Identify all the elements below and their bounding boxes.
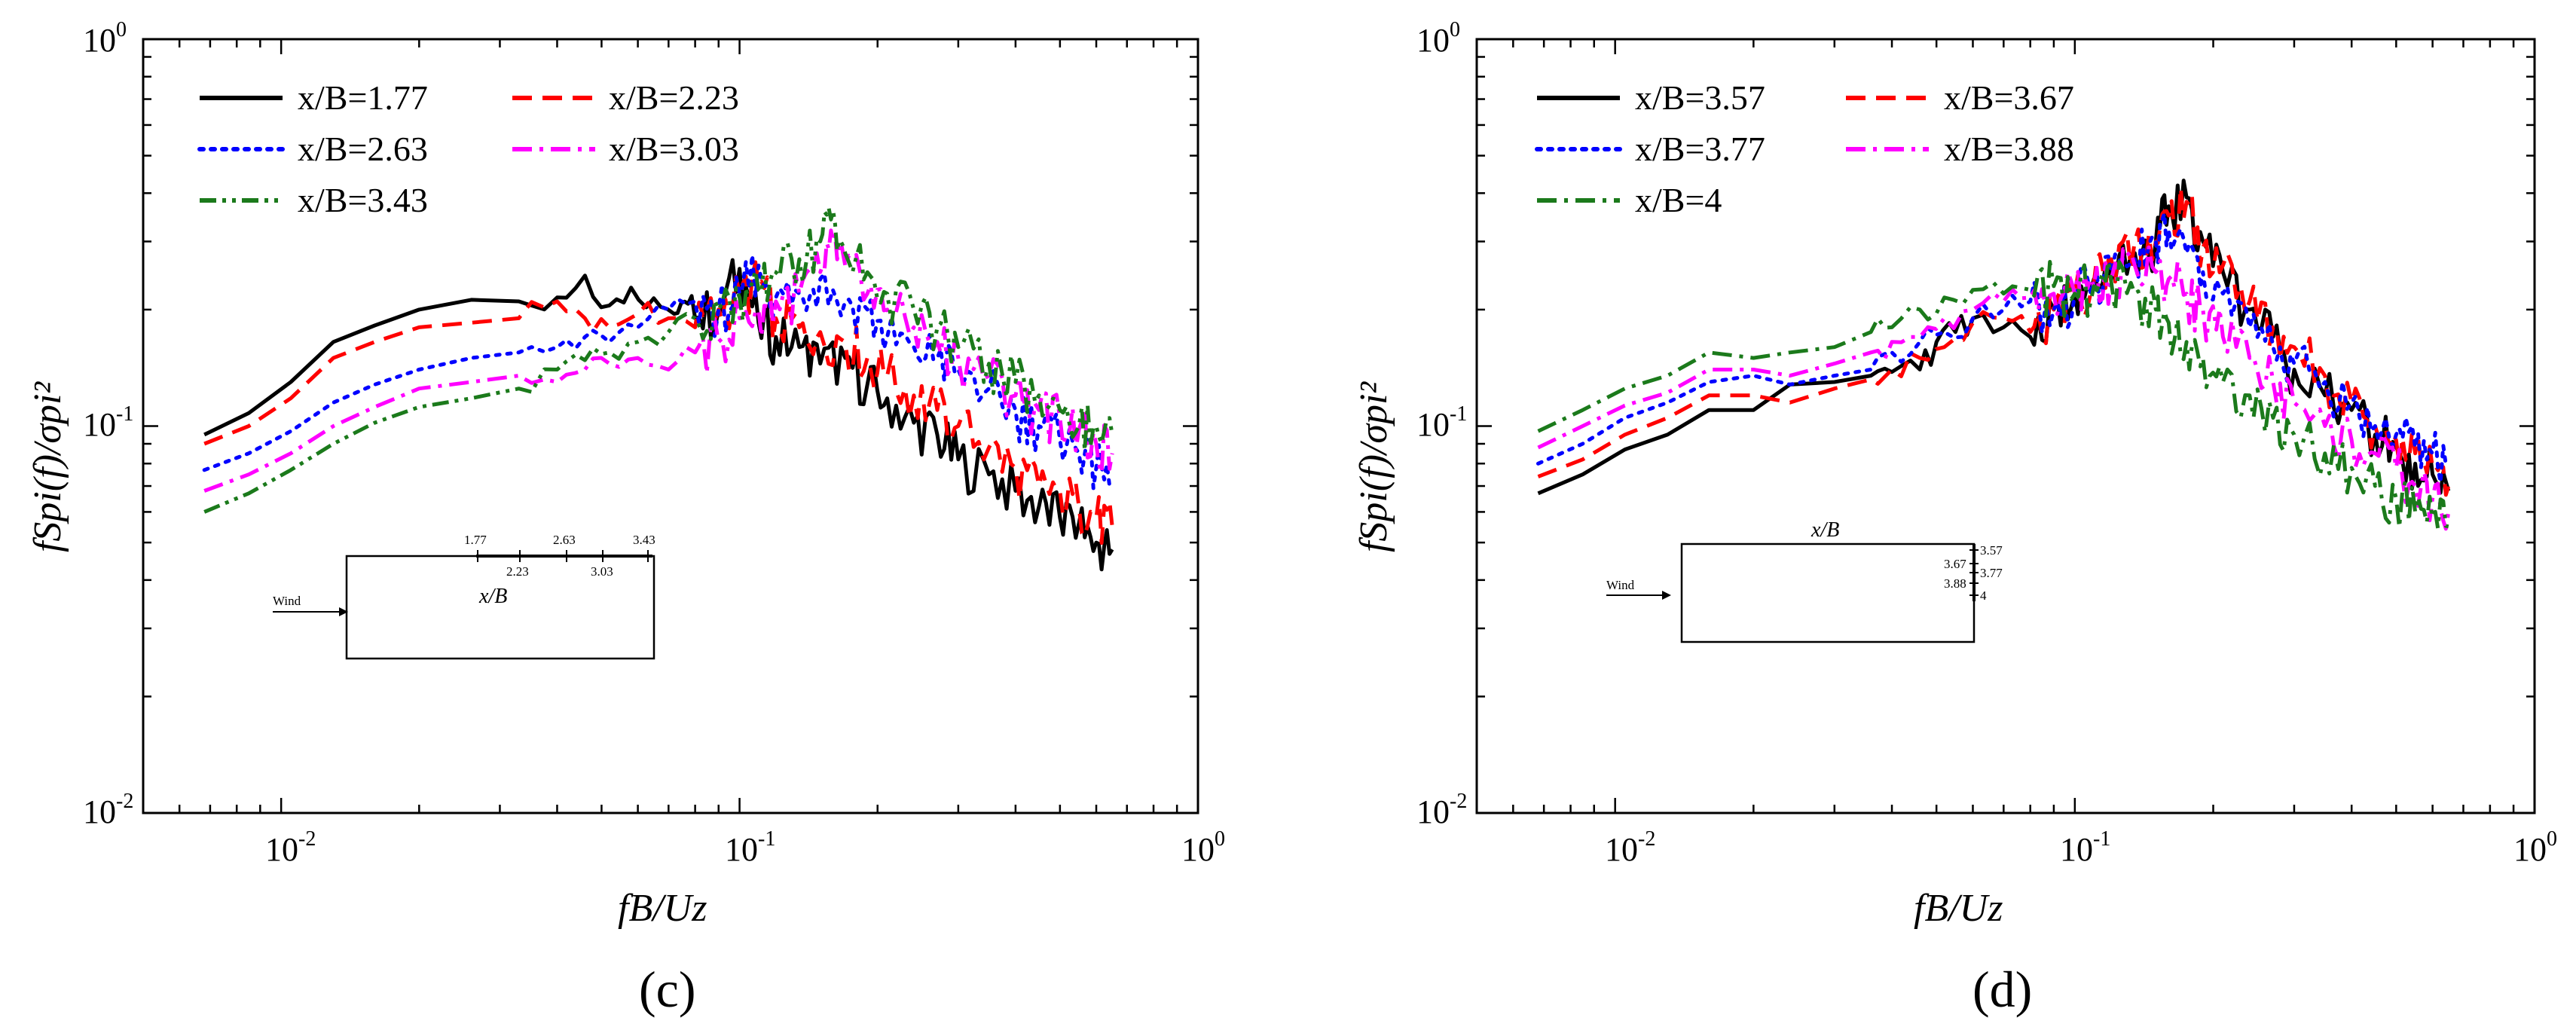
panel-d-legend-label-2: x/B=3.77 <box>1635 130 1765 168</box>
panel-d-xtick-label-1: 10-1 <box>2060 827 2110 868</box>
panel-d-series-line-1 <box>1537 185 2451 497</box>
panel-d-caption: (d) <box>1972 961 2032 1018</box>
panel-d-series <box>1536 179 2451 531</box>
panel-c-inset-tick-label-2: 3.43 <box>633 533 655 547</box>
panel-d-inset-arrowhead <box>1662 591 1671 600</box>
panel-c-xtick-label-0: 10-2 <box>265 827 316 868</box>
panel-d-series-line-0 <box>1537 179 2451 496</box>
panel-c-xlabel: fB/Uz <box>618 887 707 930</box>
panel-c-legend: x/B=1.77 x/B=2.23 x/B=2.63 x/B=3.03 x/B=… <box>197 78 739 219</box>
panel-c-inset-tick-label-3: 2.23 <box>506 564 529 579</box>
panel-c-legend-label-1: x/B=2.23 <box>609 78 739 117</box>
panel-d-series-line-4 <box>1537 258 2449 530</box>
panel-d-ylabel: fSpi(f)/σpi² <box>1352 381 1395 553</box>
panel-c-series-line-3 <box>203 228 1114 493</box>
panel-d-inset-building <box>1680 542 1976 643</box>
panel-c-legend-label-4: x/B=3.43 <box>298 181 428 219</box>
panel-d-xtick-label-2: 100 <box>2513 827 2557 868</box>
panel-d-inset-tick-label-1: 3.67 <box>1944 557 1966 571</box>
panel-d-legend-label-4: x/B=4 <box>1635 181 1722 219</box>
panel-c-ytick-label-0: 10-2 <box>83 790 133 830</box>
panel-d-legend-label-3: x/B=3.88 <box>1944 130 2074 168</box>
panel-c-ylabel: fSpi(f)/σpi² <box>26 381 69 553</box>
panel-d-inset-tick-label-3: 3.88 <box>1944 576 1966 591</box>
panel-d-legend-label-0: x/B=3.57 <box>1635 78 1765 117</box>
panel-d-inset-wind-label: Wind <box>1606 578 1635 592</box>
panel-c-legend-label-2: x/B=2.63 <box>298 130 428 168</box>
panel-d-series-line-3 <box>1537 245 2451 531</box>
panel-c-legend-label-3: x/B=3.03 <box>609 130 739 168</box>
panel-c-inset-tick-label-1: 2.63 <box>553 533 576 547</box>
panel-d-xtick-label-0: 10-2 <box>1605 827 1655 868</box>
panel-c-series-line-1 <box>203 260 1114 546</box>
panel-c-inset-tick-label-0: 1.77 <box>464 533 487 547</box>
panel-d-inset-tick-label-4: 4 <box>1980 588 1987 603</box>
panel-c-series-line-2 <box>202 253 1114 490</box>
panel-d-legend: x/B=3.57 x/B=3.67 x/B=3.77 x/B=3.88 x/B=… <box>1535 78 2074 219</box>
panel-d-inset-axis-label: x/B <box>1811 518 1839 542</box>
panel-c-legend-label-0: x/B=1.77 <box>298 78 428 117</box>
panel-c-inset-building <box>345 555 655 660</box>
panel-c-tick-marks <box>142 39 1198 814</box>
panel-c-ytick-label-2: 100 <box>83 18 127 59</box>
panel-c-inset-arrowhead <box>339 607 348 616</box>
panel-c-xtick-label-2: 100 <box>1181 827 1225 868</box>
panel-c: 10-2 10-1 100 10-2 10-1 100 fB/Uz fSpi(f… <box>26 18 1225 1018</box>
panel-c-series-line-0 <box>203 258 1114 572</box>
panel-c-inset-wind-label: Wind <box>273 594 301 608</box>
panel-c-series <box>202 206 1114 572</box>
panel-c-inset-tick-label-4: 3.03 <box>591 564 613 579</box>
panel-d-xlabel: fB/Uz <box>1914 887 2003 930</box>
panel-d-inset-tick-label-2: 3.77 <box>1980 566 2003 580</box>
panel-c-caption: (c) <box>639 961 695 1018</box>
panel-d-legend-label-1: x/B=3.67 <box>1944 78 2074 117</box>
panel-d-ytick-label-0: 10-2 <box>1416 790 1467 830</box>
panel-d: 10-2 10-1 100 10-2 10-1 100 fB/Uz fSpi(f… <box>1352 18 2557 1018</box>
panel-d-ytick-label-2: 100 <box>1416 18 1460 59</box>
panel-c-series-line-4 <box>203 206 1114 514</box>
panel-c-ytick-label-1: 10-1 <box>83 402 133 443</box>
panel-c-xtick-label-1: 10-1 <box>725 827 775 868</box>
panel-c-inset-axis-label: x/B <box>478 585 507 608</box>
panel-d-tick-marks <box>1475 39 2535 814</box>
panel-d-ytick-label-1: 10-1 <box>1416 402 1467 443</box>
panel-c-inset: Wind 1.77 2.63 3.43 2.23 3.03 x/B <box>273 533 655 660</box>
panel-d-series-line-2 <box>1536 212 2451 484</box>
panel-d-inset: Wind x/B 3.57 3.67 3.77 3.88 4 <box>1606 518 2003 643</box>
panel-d-inset-tick-label-0: 3.57 <box>1980 543 2003 558</box>
